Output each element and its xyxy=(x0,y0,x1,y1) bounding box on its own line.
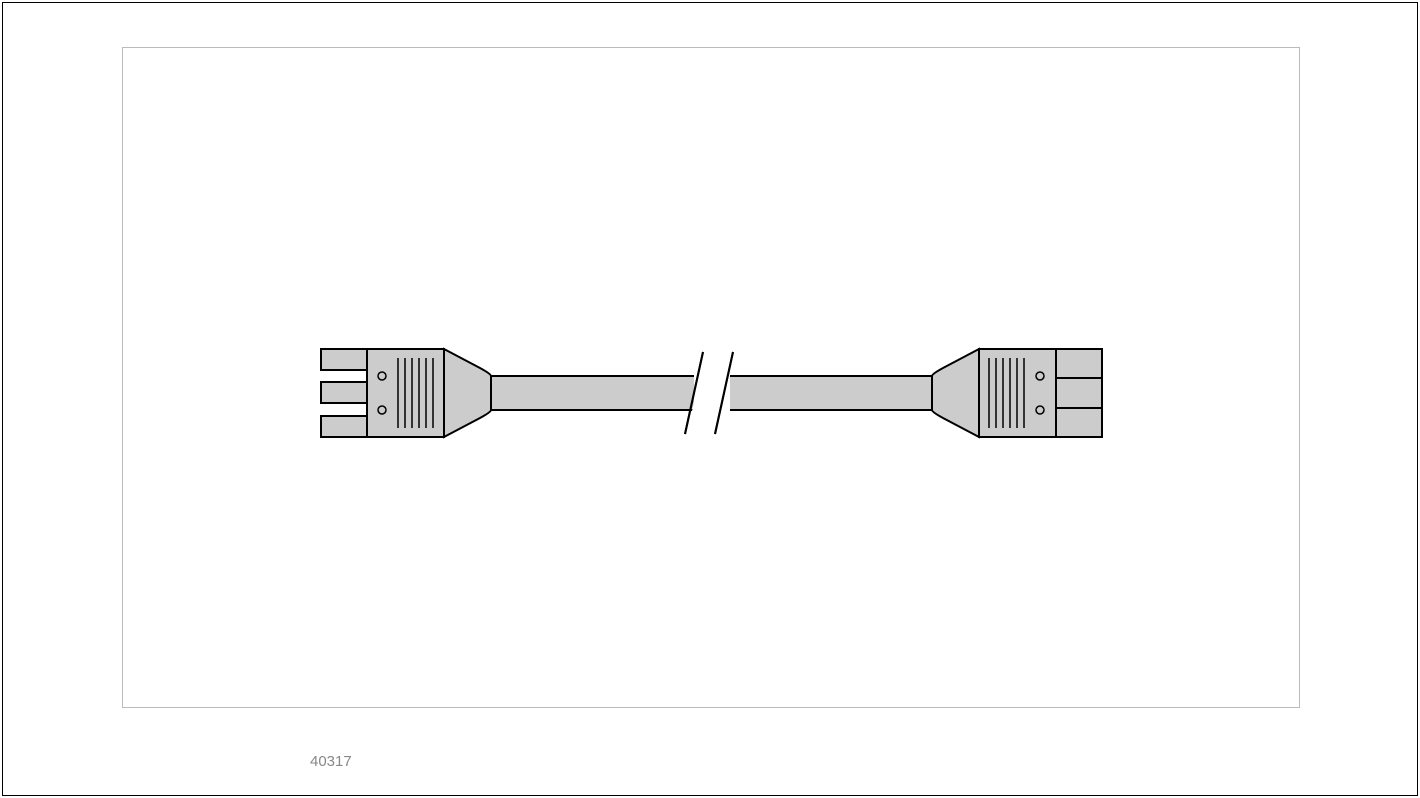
part-number-label: 40317 xyxy=(310,753,352,770)
technical-diagram: 40317 xyxy=(0,0,1420,798)
cable-diagram xyxy=(0,0,1420,798)
